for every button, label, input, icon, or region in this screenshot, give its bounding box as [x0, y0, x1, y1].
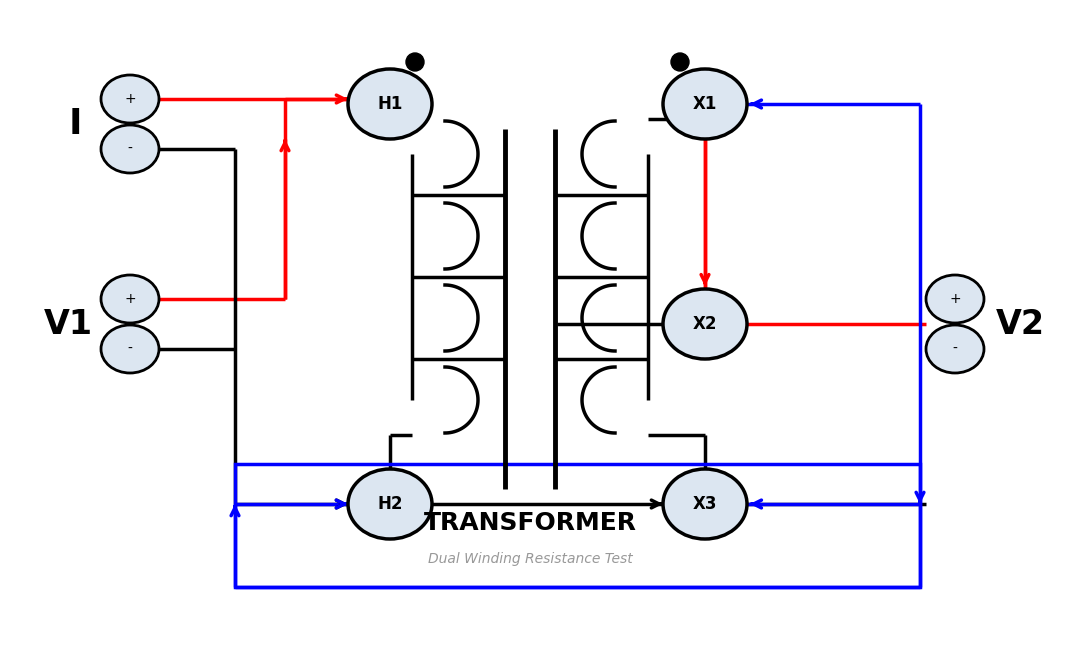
Text: X1: X1: [693, 95, 717, 113]
Ellipse shape: [348, 469, 432, 539]
Text: +: +: [124, 292, 136, 306]
Text: +: +: [949, 292, 961, 306]
Text: TRANSFORMER: TRANSFORMER: [423, 511, 636, 534]
Text: X2: X2: [693, 315, 717, 333]
Text: V1: V1: [44, 308, 92, 341]
Text: H1: H1: [378, 95, 403, 113]
Circle shape: [406, 53, 424, 71]
Text: X3: X3: [693, 495, 717, 513]
Ellipse shape: [101, 125, 159, 173]
Text: -: -: [127, 142, 133, 156]
Text: V2: V2: [996, 308, 1044, 341]
Ellipse shape: [348, 69, 432, 139]
Ellipse shape: [101, 75, 159, 123]
Ellipse shape: [663, 469, 747, 539]
Ellipse shape: [101, 325, 159, 373]
Text: -: -: [953, 342, 957, 356]
Text: I: I: [69, 107, 82, 141]
Ellipse shape: [926, 275, 984, 323]
Text: H2: H2: [378, 495, 403, 513]
Circle shape: [671, 53, 689, 71]
Ellipse shape: [663, 69, 747, 139]
Text: Dual Winding Resistance Test: Dual Winding Resistance Test: [428, 552, 632, 567]
Ellipse shape: [926, 325, 984, 373]
Text: -: -: [127, 342, 133, 356]
Text: +: +: [124, 92, 136, 106]
Ellipse shape: [663, 289, 747, 359]
Ellipse shape: [101, 275, 159, 323]
